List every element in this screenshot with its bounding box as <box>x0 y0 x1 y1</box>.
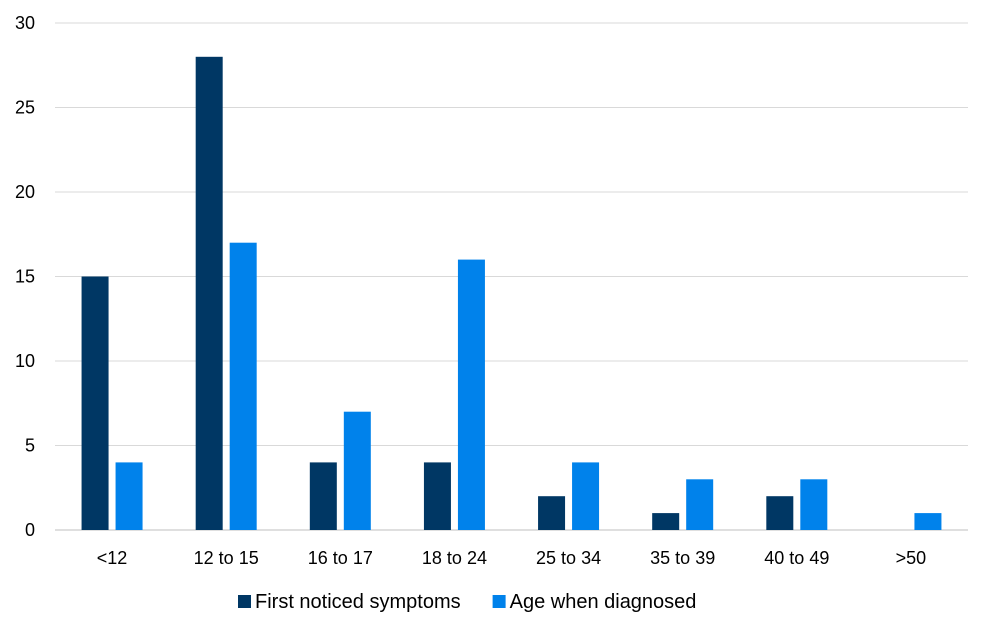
bar-series-1 <box>195 56 223 531</box>
x-axis: <12 12 to 15 16 to 17 18 to 24 25 to 34 35 to… <box>97 548 926 568</box>
bar-series-1 <box>538 496 566 530</box>
x-tick-label: 35 to 39 <box>650 548 715 568</box>
legend-item: Age when diagnosed <box>492 591 697 613</box>
bar-series-2 <box>115 462 143 530</box>
legend-label: Age when diagnosed <box>510 591 697 613</box>
x-tick-label: 40 to 49 <box>764 548 829 568</box>
x-tick-label: 18 to 24 <box>422 548 487 568</box>
bar-series-2 <box>457 259 485 530</box>
legend-swatch <box>238 595 251 608</box>
x-tick-label: >50 <box>896 548 927 568</box>
bar-series-2 <box>343 411 371 530</box>
y-tick-label: 15 <box>15 267 35 287</box>
x-tick-label: 12 to 15 <box>194 548 259 568</box>
y-tick-label: 0 <box>25 520 35 540</box>
gridlines <box>55 22 968 531</box>
x-tick-label: 25 to 34 <box>536 548 601 568</box>
bar-series-2 <box>229 242 257 530</box>
x-tick-label: 16 to 17 <box>308 548 373 568</box>
bar-series-1 <box>81 276 109 530</box>
legend-item: First noticed symptoms <box>238 591 461 613</box>
y-tick-label: 10 <box>15 351 35 371</box>
y-axis: 0 5 10 15 20 25 30 <box>15 13 35 540</box>
y-tick-label: 20 <box>15 182 35 202</box>
y-tick-label: 5 <box>25 436 35 456</box>
y-tick-label: 25 <box>15 98 35 118</box>
bar-series-2 <box>572 462 600 530</box>
legend: First noticed symptoms Age when diagnosed <box>238 591 696 613</box>
bars <box>81 56 942 531</box>
x-tick-label: <12 <box>97 548 128 568</box>
bar-series-2 <box>686 479 714 530</box>
y-tick-label: 30 <box>15 13 35 33</box>
bar-series-1 <box>766 496 794 530</box>
bar-series-1 <box>309 462 337 530</box>
bar-series-2 <box>914 513 942 530</box>
bar-series-2 <box>800 479 828 530</box>
legend-swatch <box>492 595 506 608</box>
bar-series-1 <box>652 513 680 530</box>
bar-series-1 <box>423 462 451 530</box>
legend-label: First noticed symptoms <box>255 591 461 613</box>
